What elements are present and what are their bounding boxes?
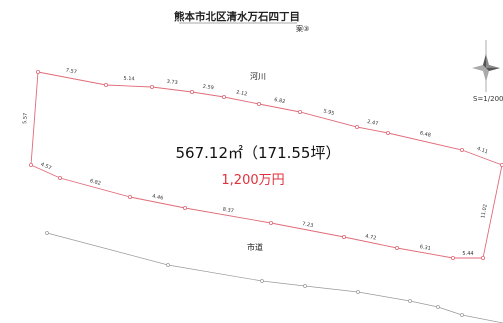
site-title: 熊本市北区清水万石四丁目 <box>174 10 300 23</box>
lot-vertex <box>297 110 302 115</box>
road-label: 市道 <box>247 242 263 252</box>
seg-right-label: 11.02 <box>480 204 489 219</box>
road-marker <box>356 290 360 294</box>
seg-top-2-label: 5.14 <box>123 76 134 82</box>
lot-vertex <box>58 175 63 180</box>
area-label: 567.12㎡（171.55坪） <box>176 144 341 162</box>
seg-top-8-label: 2.47 <box>367 119 379 127</box>
lot-vertex <box>394 245 399 250</box>
lot-vertex <box>28 162 33 167</box>
seg-bottom-5-label: 8.37 <box>222 207 234 215</box>
lot-vertex <box>104 83 109 88</box>
seg-top-1-label: 7.57 <box>65 68 77 76</box>
north-arrow-icon <box>472 40 500 92</box>
seg-bottom-7-label: 6.82 <box>89 178 101 187</box>
lot-vertex <box>149 85 154 90</box>
road-marker <box>460 313 464 317</box>
seg-top-3-label: 3.73 <box>166 79 178 86</box>
seg-bottom-2-label: 6.31 <box>419 244 431 252</box>
seg-top-5-label: 2.12 <box>236 89 248 97</box>
lot-vertex <box>127 194 132 199</box>
lot-vertex <box>36 70 41 75</box>
seg-bottom-6-label: 4.46 <box>152 193 164 201</box>
road-marker <box>166 263 170 267</box>
lot-vertex <box>450 255 455 260</box>
price-label: 1,200万円 <box>221 173 284 188</box>
scale-label: S=1/200 <box>473 95 503 103</box>
seg-top-10-label: 4.11 <box>476 146 489 156</box>
lot-vertex <box>182 205 187 210</box>
seg-top-9-label: 6.48 <box>419 130 431 138</box>
lot-vertex <box>189 90 194 95</box>
segment-length-labels: 7.57 5.14 3.73 2.59 2.12 6.82 5.95 2.47 6.48 4.11… <box>22 68 489 257</box>
road-marker <box>436 305 440 309</box>
seg-bottom-1-label: 5.44 <box>462 251 473 257</box>
seg-top-4-label: 2.59 <box>202 84 214 92</box>
lot-vertex <box>385 130 390 135</box>
lot-vertex <box>459 147 464 152</box>
lot-boundary <box>30 71 503 259</box>
lot-vertex <box>268 220 273 225</box>
lot-vertex <box>480 255 485 260</box>
road-marker <box>408 299 412 303</box>
seg-top-6-label: 6.82 <box>274 97 286 105</box>
river-label: 河川 <box>250 71 266 81</box>
seg-bottom-8-label: 4.57 <box>40 162 53 172</box>
lot-vertex <box>221 95 226 100</box>
lot-vertex <box>354 125 359 130</box>
road-marker <box>45 231 49 235</box>
lot-vertex <box>500 163 503 167</box>
lot-vertex <box>341 234 346 239</box>
plan-label: 案③ <box>296 24 309 33</box>
seg-left-label: 5.57 <box>22 113 29 125</box>
seg-bottom-4-label: 7.23 <box>302 221 314 229</box>
road-marker <box>260 279 264 283</box>
lot-vertices <box>28 70 503 260</box>
seg-top-7-label: 5.95 <box>323 108 335 117</box>
lot-vertex <box>256 102 261 107</box>
road-line <box>46 232 503 323</box>
seg-bottom-3-label: 4.72 <box>365 233 377 241</box>
road-marker <box>303 284 307 288</box>
road-markers <box>45 231 464 317</box>
